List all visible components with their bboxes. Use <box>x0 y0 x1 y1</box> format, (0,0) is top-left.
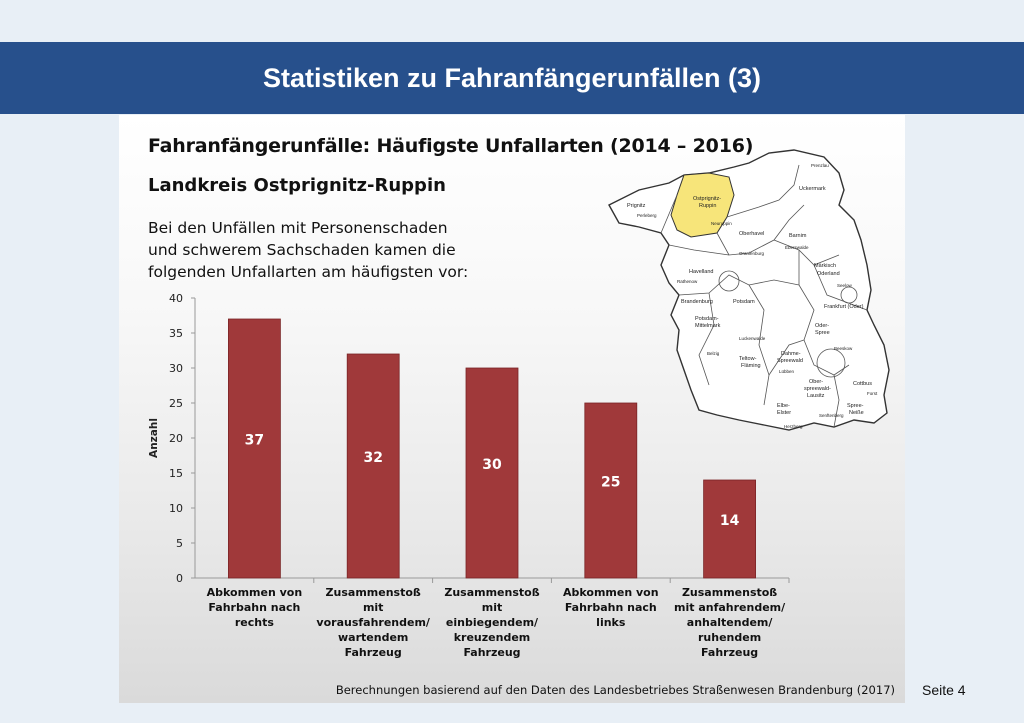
svg-text:Havelland: Havelland <box>689 269 713 275</box>
y-tick-label: 35 <box>169 327 183 340</box>
svg-text:Oderland: Oderland <box>817 271 840 277</box>
page-number: Seite 4 <box>922 682 966 698</box>
intro-text: Bei den Unfällen mit Personenschaden und… <box>148 219 469 281</box>
x-category-label: rechts <box>235 616 274 629</box>
bar <box>703 479 756 579</box>
svg-text:Dahme-: Dahme- <box>781 351 801 357</box>
x-category-label: kreuzendem <box>454 631 531 644</box>
chart-subtitle: Landkreis Ostprignitz-Ruppin <box>148 175 446 196</box>
svg-text:Prignitz: Prignitz <box>627 203 646 209</box>
svg-text:Eberswalde: Eberswalde <box>785 245 809 250</box>
x-category-label: Zusammenstoß <box>682 586 777 599</box>
y-tick-label: 20 <box>169 432 183 445</box>
svg-text:Perleberg: Perleberg <box>637 213 657 218</box>
svg-text:Spree: Spree <box>815 330 830 336</box>
x-category-label: ruhendem <box>698 631 761 644</box>
bar-data-label: 14 <box>720 513 740 529</box>
x-category-label: links <box>596 616 626 629</box>
content-panel: Fahranfängerunfälle: Häufigste Unfallart… <box>119 115 905 703</box>
y-tick-label: 15 <box>169 467 183 480</box>
y-tick-label: 25 <box>169 397 183 410</box>
y-tick-label: 10 <box>169 502 183 515</box>
map-district-borders <box>660 164 868 428</box>
x-category-label: mit <box>482 601 503 614</box>
title-banner: Statistiken zu Fahranfängerunfällen (3) <box>0 42 1024 114</box>
svg-text:Prenzlau: Prenzlau <box>811 163 829 168</box>
x-category-label: mit anfahrendem/ <box>674 601 786 614</box>
svg-text:Rathenow: Rathenow <box>677 279 698 284</box>
svg-text:Potsdam-: Potsdam- <box>695 316 719 322</box>
svg-text:Beeskow: Beeskow <box>834 346 853 351</box>
x-category-label: Fahrbahn nach <box>565 601 657 614</box>
svg-text:Forst: Forst <box>867 391 878 396</box>
chart-title: Fahranfängerunfälle: Häufigste Unfallart… <box>148 135 754 157</box>
svg-text:Oranienburg: Oranienburg <box>739 251 765 256</box>
y-tick-label: 30 <box>169 362 183 375</box>
svg-text:Seelow: Seelow <box>837 283 853 288</box>
svg-text:Uckermark: Uckermark <box>799 186 826 192</box>
x-category-label: Zusammenstoß <box>326 586 421 599</box>
bar-data-label: 32 <box>363 450 382 466</box>
svg-text:Frankfurt (Oder): Frankfurt (Oder) <box>824 304 864 310</box>
x-category-label: Abkommen von <box>563 586 659 599</box>
svg-text:Spreewald: Spreewald <box>777 358 803 364</box>
y-tick-label: 5 <box>176 537 183 550</box>
x-category-label: vorausfahrendem/ <box>316 616 431 629</box>
y-tick-label: 40 <box>169 292 183 305</box>
slide-heading: Statistiken zu Fahranfängerunfällen (3) <box>262 62 762 93</box>
x-category-label: Fahrzeug <box>701 646 758 659</box>
svg-text:Oberhavel: Oberhavel <box>739 231 764 237</box>
x-category-label: Fahrzeug <box>463 646 520 659</box>
bar <box>346 353 400 579</box>
source-footnote: Berechnungen basierend auf den Daten des… <box>335 683 895 697</box>
svg-text:Spree-: Spree- <box>847 403 864 409</box>
brandenburg-map: Prignitz Perleberg Ostprignitz-Ruppin Neur… <box>608 149 890 431</box>
x-category-label: wartendem <box>338 631 408 644</box>
bar <box>465 367 519 579</box>
svg-text:Senftenberg: Senftenberg <box>819 413 844 418</box>
x-category-label: Abkommen von <box>207 586 303 599</box>
svg-text:Lausitz: Lausitz <box>807 393 825 399</box>
bar-data-label: 37 <box>245 433 264 449</box>
svg-text:Lübben: Lübben <box>779 369 795 374</box>
y-tick-label: 0 <box>176 572 183 585</box>
bar <box>228 318 281 579</box>
bar <box>584 402 638 579</box>
svg-text:Barnim: Barnim <box>789 233 807 239</box>
svg-text:Ober-: Ober- <box>809 379 823 385</box>
svg-text:Neuruppin: Neuruppin <box>711 221 732 226</box>
svg-text:Luckenwalde: Luckenwalde <box>739 336 766 341</box>
svg-text:spreewald-: spreewald- <box>804 386 831 392</box>
x-category-label: anhaltendem/ <box>687 616 774 629</box>
svg-text:Herzberg: Herzberg <box>784 424 803 429</box>
svg-text:Ruppin: Ruppin <box>699 203 716 209</box>
svg-text:Potsdam: Potsdam <box>733 299 755 305</box>
svg-text:Elbe-: Elbe- <box>777 403 790 409</box>
svg-text:Brandenburg: Brandenburg <box>681 299 713 305</box>
svg-text:Märkisch: Märkisch <box>814 263 836 269</box>
map-labels: Prignitz Perleberg Ostprignitz-Ruppin Neur… <box>627 163 878 429</box>
x-category-label: Fahrzeug <box>345 646 402 659</box>
svg-text:Oder-: Oder- <box>815 323 829 329</box>
x-category-label: Zusammenstoß <box>444 586 539 599</box>
svg-text:Belzig: Belzig <box>707 351 720 356</box>
x-category-label: einbiegendem/ <box>446 616 539 629</box>
y-axis-label: Anzahl <box>148 418 160 458</box>
x-category-label: mit <box>363 601 384 614</box>
svg-text:Teltow-: Teltow- <box>739 356 757 362</box>
bar-chart: 0 5 10 15 20 25 30 35 40 Anzahl 37 Abkommen von Fahr… <box>148 292 790 659</box>
svg-text:Cottbus: Cottbus <box>853 381 872 387</box>
svg-text:Ostprignitz-: Ostprignitz- <box>693 196 721 202</box>
svg-text:Neiße: Neiße <box>849 410 864 416</box>
x-category-label: Fahrbahn nach <box>208 601 300 614</box>
svg-text:Fläming: Fläming <box>741 363 761 369</box>
bar-data-label: 25 <box>601 475 620 491</box>
bar-data-label: 30 <box>482 457 502 473</box>
svg-text:Mittelmark: Mittelmark <box>695 323 721 329</box>
svg-text:Elster: Elster <box>777 410 791 416</box>
